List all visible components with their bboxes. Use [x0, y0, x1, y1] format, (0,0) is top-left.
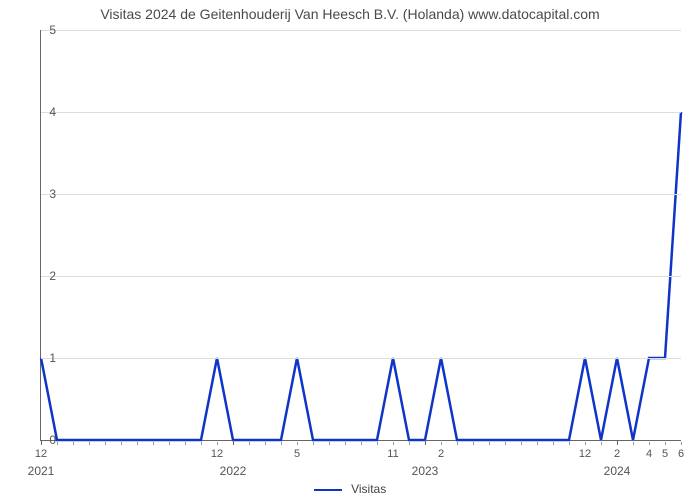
x-tick-major [425, 440, 426, 445]
x-tick [73, 442, 74, 445]
x-tick [521, 442, 522, 445]
x-tick [681, 442, 682, 445]
point-label: 12 [579, 448, 591, 460]
x-tick [553, 442, 554, 445]
gridline [41, 194, 681, 195]
y-tick-label: 5 [26, 23, 56, 37]
point-label: 5 [662, 448, 668, 460]
x-tick [137, 442, 138, 445]
x-tick [153, 442, 154, 445]
x-tick [537, 442, 538, 445]
x-tick [489, 442, 490, 445]
x-tick [57, 442, 58, 445]
x-year-label: 2021 [28, 464, 55, 478]
x-tick [377, 442, 378, 445]
x-tick [569, 442, 570, 445]
chart-container: Visitas 2024 de Geitenhouderij Van Heesc… [0, 0, 700, 500]
legend-label: Visitas [351, 482, 386, 496]
y-tick-label: 4 [26, 105, 56, 119]
x-tick [505, 442, 506, 445]
y-tick-label: 0 [26, 433, 56, 447]
point-label: 11 [387, 448, 398, 460]
x-tick [601, 442, 602, 445]
chart-title: Visitas 2024 de Geitenhouderij Van Heesc… [0, 0, 700, 22]
x-tick [313, 442, 314, 445]
x-year-label: 2023 [412, 464, 439, 478]
point-label: 2 [438, 448, 444, 460]
x-tick [633, 442, 634, 445]
x-tick [121, 442, 122, 445]
x-tick [441, 442, 442, 445]
x-tick [393, 442, 394, 445]
point-label: 4 [646, 448, 652, 460]
x-tick [345, 442, 346, 445]
x-tick [217, 442, 218, 445]
x-tick [105, 442, 106, 445]
legend-swatch [314, 489, 342, 491]
gridline [41, 276, 681, 277]
x-tick [201, 442, 202, 445]
x-tick [457, 442, 458, 445]
x-tick [585, 442, 586, 445]
gridline [41, 112, 681, 113]
x-tick [409, 442, 410, 445]
x-tick [169, 442, 170, 445]
x-tick [361, 442, 362, 445]
x-tick [665, 442, 666, 445]
x-tick [89, 442, 90, 445]
point-label: 6 [678, 448, 684, 460]
gridline [41, 30, 681, 31]
x-tick [329, 442, 330, 445]
point-label: 5 [294, 448, 300, 460]
line-series [41, 30, 681, 440]
legend: Visitas [0, 482, 700, 496]
x-tick [297, 442, 298, 445]
x-tick [185, 442, 186, 445]
x-year-label: 2024 [604, 464, 631, 478]
point-label: 12 [211, 448, 223, 460]
y-tick-label: 2 [26, 269, 56, 283]
point-label: 12 [35, 448, 47, 460]
x-tick [265, 442, 266, 445]
x-tick-major [617, 440, 618, 445]
x-tick [281, 442, 282, 445]
x-tick-major [233, 440, 234, 445]
chart-plot-area: 202120222023202412125112122456 [40, 30, 681, 441]
gridline [41, 358, 681, 359]
x-tick [249, 442, 250, 445]
x-tick [649, 442, 650, 445]
point-label: 2 [614, 448, 620, 460]
y-tick-label: 3 [26, 187, 56, 201]
x-year-label: 2022 [220, 464, 247, 478]
y-tick-label: 1 [26, 351, 56, 365]
x-tick [473, 442, 474, 445]
